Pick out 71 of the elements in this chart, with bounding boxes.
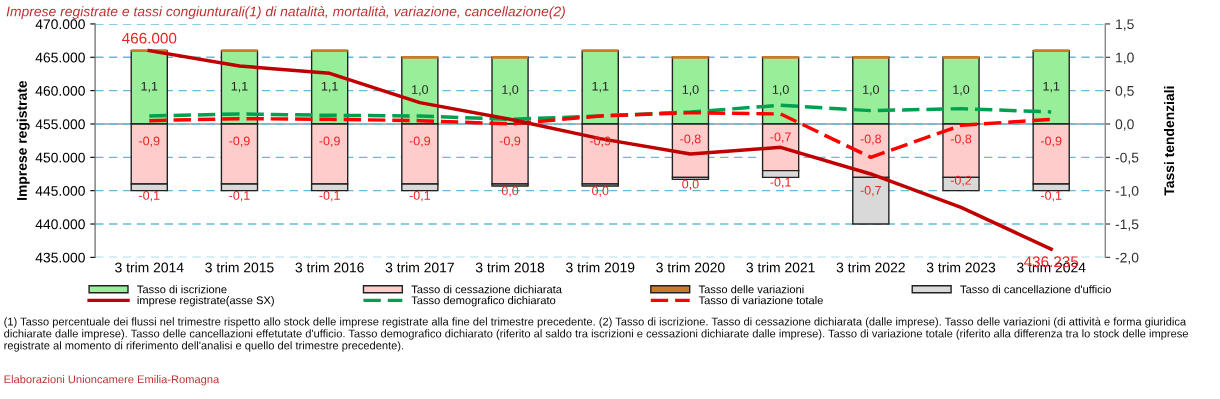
y2-tick-label: 1,0 xyxy=(1116,52,1134,65)
data-label: 1,0 xyxy=(682,85,699,96)
data-label: -0,7 xyxy=(770,132,791,143)
data-label: 1,0 xyxy=(412,85,429,96)
y-tick-label: 465.000 xyxy=(35,52,85,63)
data-label: -0,7 xyxy=(860,185,881,197)
text: (1) Tasso percentuale dei flussi nel trimestre rispetto allo stock delle imprese registrate alla fine del trimestre precedente. (2) Tasso di iscrizione. Tasso di cessazione dichiarata (dalle imprese). Tasso delle variazioni (di attività e forma giuridica dichiarate dalle imprese). Tasso delle cancellazioni effetutate d'ufficio. Tasso demografico dichiarato (riferito al saldo tra iscrizioni e cessazioni dichiarate dalle imprese). Tasso di variazione totale (riferito alla differenza tra lo stock delle imprese registrate al momento di riferimento dell'analisi e quello del trimestre precedente). xyxy=(4,317,1188,352)
y-axis-title: Imprese registrate xyxy=(16,80,30,200)
x-tick-label: 3 trim 2016 xyxy=(295,262,364,273)
data-label: 1,1 xyxy=(592,81,609,93)
data-label: 0,0 xyxy=(682,179,699,190)
y-tick-label: 450.000 xyxy=(35,152,85,163)
x-tick-label: 3 trim 2023 xyxy=(926,262,996,273)
data-label: -0,9 xyxy=(1040,136,1062,147)
data-label: 1,0 xyxy=(772,85,789,96)
data-label: -0,9 xyxy=(409,136,431,147)
data-label: 1,0 xyxy=(863,85,880,96)
data-label: -0,1 xyxy=(319,191,340,202)
y2-tick-label: -0,5 xyxy=(1115,152,1139,165)
y-tick-label: 455.000 xyxy=(35,119,85,130)
data-label: 1,1 xyxy=(141,81,158,93)
y2-tick-label: -1,5 xyxy=(1115,219,1139,231)
data-label: -0,8 xyxy=(860,134,882,145)
y-tick-label: 440.000 xyxy=(35,219,85,230)
x-tick-label: 3 trim 2017 xyxy=(385,262,454,273)
legend-label: Tasso di variazione totale xyxy=(698,296,823,305)
x-tick-label: 3 trim 2014 xyxy=(115,262,184,273)
y2-tick-label: -2,0 xyxy=(1115,252,1139,265)
data-label: -0,8 xyxy=(680,134,701,145)
y-tick-label: 460.000 xyxy=(35,85,85,96)
x-tick-label: 3 trim 2018 xyxy=(475,262,545,273)
data-label: -0,1 xyxy=(409,191,431,202)
x-tick-label: 3 trim 2020 xyxy=(656,262,725,273)
y-tick-label: 435.000 xyxy=(35,252,85,263)
data-label: -0,9 xyxy=(139,136,160,147)
data-label: -0,1 xyxy=(139,191,160,202)
legend-label: Tasso di iscrizione xyxy=(137,285,227,294)
line-series xyxy=(147,103,1053,122)
y2-axis-title: Tassi tendenziali xyxy=(1163,86,1175,196)
data-label: -0,1 xyxy=(229,191,250,202)
chart-title: Imprese registrate e tassi congiunturali(1) di natalità, mortalità, variazione, cancellazione(2) xyxy=(6,5,565,20)
legend-label: Tasso di cessazione dichiarata xyxy=(411,285,562,294)
y2-tick-label: 0,0 xyxy=(1115,119,1134,131)
y2-tick-label: -1,0 xyxy=(1115,186,1139,198)
data-label: 0,0 xyxy=(592,186,609,197)
x-tick-label: 3 trim 2019 xyxy=(566,262,635,273)
x-tick-label: 3 trim 2015 xyxy=(205,262,274,273)
legend-label: imprese registrate(asse SX) xyxy=(137,296,274,307)
y-tick-label: 445.000 xyxy=(35,186,85,196)
data-label: 1,1 xyxy=(231,81,248,93)
data-label: -0,9 xyxy=(319,136,340,147)
data-label: -0,2 xyxy=(950,175,972,187)
x-tick-label: 3 trim 2021 xyxy=(746,262,815,273)
data-label: -0,1 xyxy=(770,177,791,188)
text: Elaborazioni Unioncamere Emilia-Romagna xyxy=(4,375,220,386)
annotation: 466.000 xyxy=(122,32,177,44)
y2-tick-label: 1,5 xyxy=(1116,19,1134,31)
legend-label: Tasso delle variazioni xyxy=(698,285,804,294)
legend-label: Tasso di cancellazione d'ufficio xyxy=(960,285,1111,294)
data-label: -0,1 xyxy=(1040,191,1062,202)
data-label: -0,8 xyxy=(950,134,972,145)
legend-label: Tasso demografico dichiarato xyxy=(411,296,556,307)
data-label: 1,0 xyxy=(953,85,970,96)
y-tick-label: 470.000 xyxy=(35,19,85,30)
data-label: 1,1 xyxy=(1043,81,1060,93)
data-label: 1,0 xyxy=(502,85,519,96)
data-label: 1,1 xyxy=(321,81,338,93)
y2-tick-label: 0,5 xyxy=(1115,85,1134,98)
data-label: -0,9 xyxy=(499,136,521,147)
x-tick-label: 3 trim 2022 xyxy=(836,262,905,273)
data-label: -0,9 xyxy=(229,136,250,147)
